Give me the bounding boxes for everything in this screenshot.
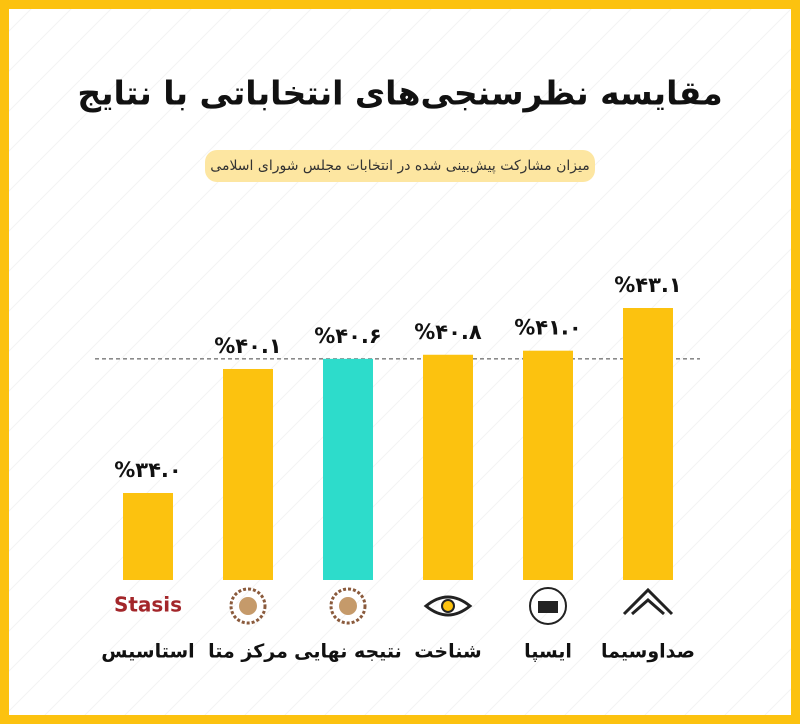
data-label: %۳۴.۰ — [114, 458, 181, 482]
bar — [623, 308, 673, 580]
logo-text: Stasis — [114, 593, 182, 617]
chart-title: مقایسه نظرسنجی‌های انتخاباتی با نتایج — [77, 74, 722, 114]
x-tick-label: نتیجه نهایی — [294, 641, 402, 663]
x-tick-label: شناخت — [414, 641, 481, 663]
logo — [529, 587, 567, 625]
bar — [423, 354, 473, 580]
data-label: %۴۳.۱ — [614, 273, 681, 297]
x-tick-label: ایسپا — [524, 641, 572, 663]
bar — [523, 350, 573, 580]
chart-subtitle: میزان مشارکت پیش‌بینی شده در انتخابات مج… — [210, 158, 589, 174]
x-tick-label: صداوسیما — [601, 641, 695, 663]
subtitle-pill — [205, 150, 595, 182]
x-tick-label: مرکز متا — [208, 641, 288, 663]
logo — [441, 599, 455, 613]
data-label: %۴۰.۱ — [214, 334, 281, 358]
logo — [423, 595, 473, 617]
bar — [223, 368, 273, 580]
x-tick-label: استاسیس — [101, 641, 194, 663]
logo — [622, 587, 674, 616]
logo — [229, 587, 267, 625]
data-label: %۴۰.۶ — [314, 324, 381, 348]
logo — [239, 597, 257, 615]
bar — [123, 493, 173, 580]
plot: %۳۴.۰ Stasis استاسیس %۴۰.۱ مرکز متا %۴۰.۶ نتیج… — [95, 273, 700, 663]
data-label: %۴۰.۸ — [414, 320, 482, 344]
logo — [339, 597, 357, 615]
logo — [329, 587, 367, 625]
data-label: %۴۱.۰ — [514, 316, 581, 340]
bar — [323, 358, 373, 580]
logo — [538, 601, 558, 613]
